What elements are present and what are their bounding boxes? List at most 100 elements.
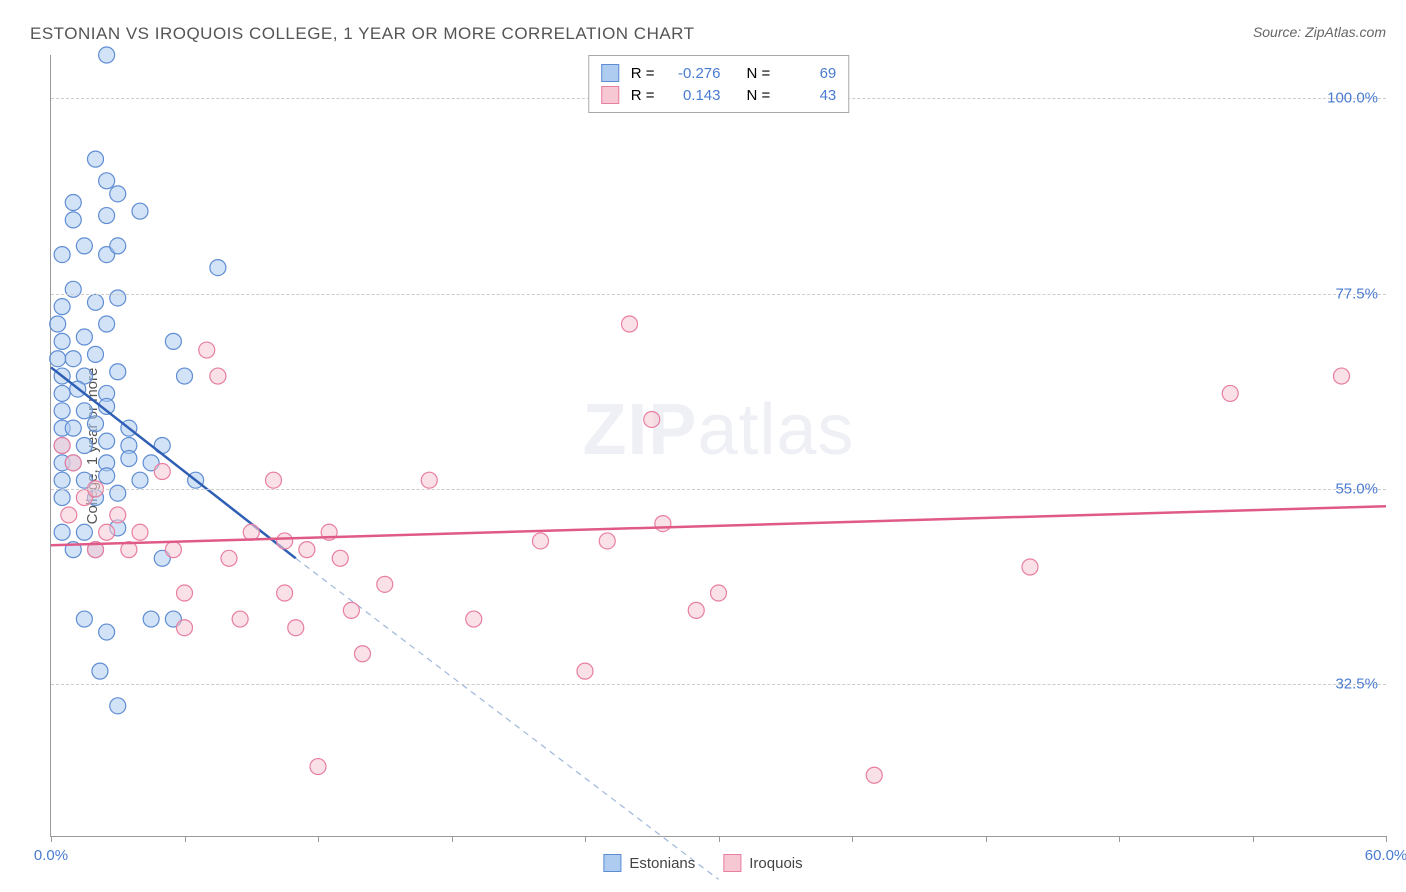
data-point (121, 451, 137, 467)
data-point (50, 316, 66, 332)
data-point (99, 173, 115, 189)
legend-stats: R =-0.276N =69R =0.143N =43 (588, 55, 850, 113)
gridline (51, 684, 1386, 685)
x-tick (1119, 836, 1120, 842)
data-point (99, 47, 115, 63)
data-point (277, 533, 293, 549)
data-point (132, 203, 148, 219)
data-point (143, 611, 159, 627)
data-point (221, 550, 237, 566)
data-point (76, 329, 92, 345)
data-point (54, 438, 70, 454)
data-point (50, 351, 66, 367)
data-point (355, 646, 371, 662)
y-tick-label: 77.5% (1335, 285, 1378, 302)
data-point (88, 416, 104, 432)
data-point (688, 602, 704, 618)
y-tick-label: 55.0% (1335, 480, 1378, 497)
x-tick (852, 836, 853, 842)
data-point (54, 247, 70, 263)
data-point (76, 438, 92, 454)
data-point (310, 759, 326, 775)
data-point (165, 333, 181, 349)
y-tick-label: 32.5% (1335, 676, 1378, 693)
data-point (65, 212, 81, 228)
data-point (88, 346, 104, 362)
data-point (533, 533, 549, 549)
x-tick (719, 836, 720, 842)
x-tick (51, 836, 52, 842)
data-point (76, 524, 92, 540)
data-point (99, 468, 115, 484)
legend-series-item: Estonians (603, 854, 695, 872)
data-point (99, 433, 115, 449)
data-point (99, 524, 115, 540)
data-point (110, 364, 126, 380)
stat-n-value: 69 (778, 65, 836, 82)
data-point (110, 507, 126, 523)
data-point (1334, 368, 1350, 384)
data-point (243, 524, 259, 540)
data-point (132, 472, 148, 488)
data-point (110, 238, 126, 254)
data-point (343, 602, 359, 618)
stat-r-value: 0.143 (663, 87, 721, 104)
data-point (110, 698, 126, 714)
data-point (655, 516, 671, 532)
legend-stats-row: R =0.143N =43 (601, 84, 837, 106)
legend-series-item: Iroquois (723, 854, 802, 872)
data-point (110, 290, 126, 306)
data-point (644, 411, 660, 427)
data-point (1222, 385, 1238, 401)
plot-area: ZIPatlas R =-0.276N =69R =0.143N =43 32.… (50, 55, 1386, 837)
stat-r-label: R = (631, 65, 655, 82)
x-tick (452, 836, 453, 842)
legend-series: Estonians Iroquois (603, 854, 802, 872)
x-tick (1386, 836, 1387, 842)
data-point (210, 368, 226, 384)
data-point (110, 186, 126, 202)
data-point (76, 403, 92, 419)
legend-swatch (723, 854, 741, 872)
data-point (277, 585, 293, 601)
data-point (154, 464, 170, 480)
data-point (177, 585, 193, 601)
data-point (466, 611, 482, 627)
x-tick (585, 836, 586, 842)
gridline (51, 489, 1386, 490)
data-point (88, 151, 104, 167)
data-point (54, 299, 70, 315)
data-point (99, 624, 115, 640)
data-point (711, 585, 727, 601)
data-point (110, 485, 126, 501)
legend-swatch (601, 86, 619, 104)
data-point (54, 333, 70, 349)
data-point (54, 490, 70, 506)
data-point (54, 403, 70, 419)
gridline (51, 294, 1386, 295)
data-point (65, 195, 81, 211)
data-point (288, 620, 304, 636)
data-point (377, 576, 393, 592)
data-point (232, 611, 248, 627)
x-tick (318, 836, 319, 842)
chart-title: ESTONIAN VS IROQUOIS COLLEGE, 1 YEAR OR … (30, 24, 695, 44)
legend-swatch (603, 854, 621, 872)
data-point (622, 316, 638, 332)
data-point (92, 663, 108, 679)
stat-n-label: N = (747, 87, 771, 104)
x-tick (1253, 836, 1254, 842)
correlation-chart: ESTONIAN VS IROQUOIS COLLEGE, 1 YEAR OR … (0, 0, 1406, 892)
data-point (99, 208, 115, 224)
data-point (165, 542, 181, 558)
trend-line-extrapolated (296, 558, 719, 879)
data-point (99, 316, 115, 332)
data-point (421, 472, 437, 488)
data-point (199, 342, 215, 358)
data-point (76, 238, 92, 254)
data-point (76, 611, 92, 627)
data-point (577, 663, 593, 679)
data-point (88, 294, 104, 310)
data-point (266, 472, 282, 488)
data-point (54, 472, 70, 488)
